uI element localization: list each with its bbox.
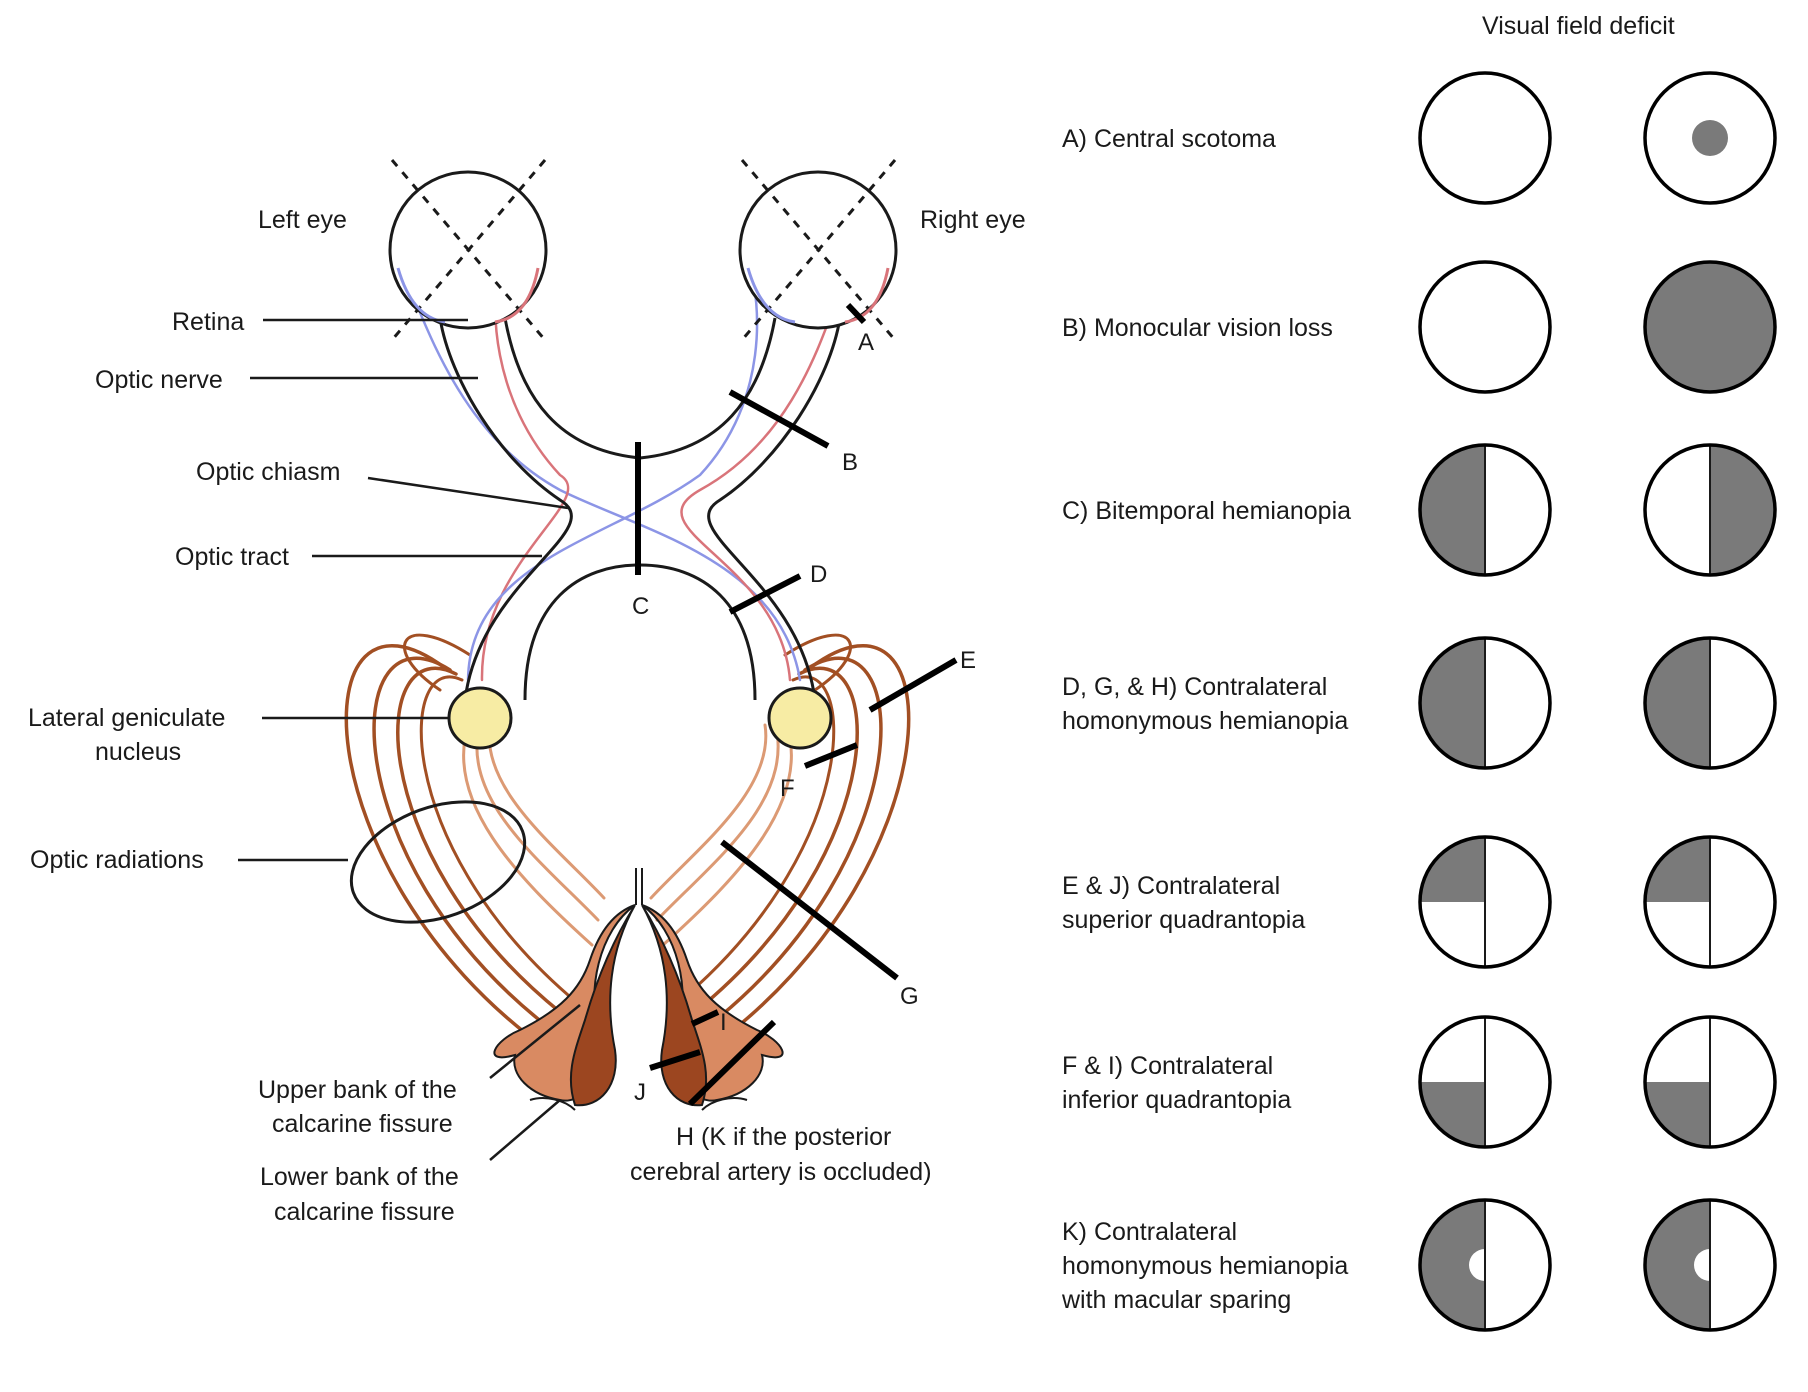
left-eye-field: [1418, 835, 1552, 969]
right-eye-field: [1643, 636, 1777, 770]
upper-bank-label-line1: Upper bank of the: [258, 1076, 457, 1104]
lesion-letter-c: C: [632, 593, 649, 620]
deficit-label: with macular sparing: [1061, 1286, 1291, 1314]
deficit-label: superior quadrantopia: [1062, 906, 1305, 934]
right-eye-field: [1643, 71, 1777, 205]
deficit-label: C) Bitemporal hemianopia: [1062, 497, 1351, 525]
deficit-label: homonymous hemianopia: [1062, 1252, 1348, 1280]
deficit-label: D, G, & H) Contralateral: [1062, 673, 1327, 701]
deficit-row: K) Contralateral homonymous hemianopia wit…: [1061, 1198, 1777, 1332]
deficit-rows: A) Central scotoma B) Monocular vision lo…: [1061, 71, 1777, 1332]
right-eye-field: [1643, 1015, 1777, 1149]
visual-field-header: Visual field deficit: [1482, 12, 1675, 40]
right-eye-field: [1643, 1198, 1777, 1332]
deficit-label: F & I) Contralateral: [1062, 1052, 1273, 1080]
deficit-label: A) Central scotoma: [1062, 125, 1276, 153]
anatomy-diagram: Left eye Right eye Retina Optic nerve Op…: [28, 159, 1026, 1226]
optic-tract-label: Optic tract: [175, 543, 289, 571]
leader-lines: [238, 318, 581, 1161]
left-eye-label: Left eye: [258, 206, 347, 234]
deficit-row: F & I) Contralateral inferior quadrantopi…: [1062, 1015, 1777, 1149]
left-eye-field: [1418, 443, 1552, 577]
right-lgn: [767, 686, 833, 750]
right-eye-field: [1643, 835, 1777, 969]
deficit-row: E & J) Contralateral superior quadrantopi…: [1062, 835, 1777, 969]
lesion-letter-f: F: [780, 775, 795, 802]
left-lgn: [447, 686, 513, 750]
h-note-line2: cerebral artery is occluded): [630, 1158, 932, 1186]
upper-bank-label-line2: calcarine fissure: [272, 1110, 453, 1138]
right-eye-label: Right eye: [920, 206, 1026, 234]
right-eye: [738, 159, 898, 341]
lower-bank-label-line2: calcarine fissure: [274, 1198, 455, 1226]
optic-radiations-label: Optic radiations: [30, 846, 204, 874]
lgn-label-line2: nucleus: [95, 738, 181, 766]
lesion-letter-g: G: [900, 983, 919, 1010]
right-eye-field: [1643, 443, 1777, 577]
lesion-letter-e: E: [960, 647, 976, 674]
deficit-row: B) Monocular vision loss: [1062, 260, 1777, 394]
occipital-cortex: [493, 868, 784, 1111]
optic-chiasm-label: Optic chiasm: [196, 458, 340, 486]
lesion-letter-j: J: [634, 1079, 646, 1106]
lesion-letter-i: I: [720, 1009, 727, 1036]
left-eye-field: [1418, 636, 1552, 770]
left-eye-field: [1418, 1015, 1552, 1149]
deficit-label: inferior quadrantopia: [1062, 1086, 1291, 1114]
deficit-label: B) Monocular vision loss: [1062, 314, 1333, 342]
left-eye-field: [1418, 260, 1552, 394]
optic-radiation-fibers: [344, 633, 911, 1050]
deficit-row: A) Central scotoma: [1062, 71, 1777, 205]
lower-bank-label-line1: Lower bank of the: [260, 1163, 459, 1191]
deficit-row: C) Bitemporal hemianopia: [1062, 443, 1777, 577]
right-eye-field: [1643, 260, 1777, 394]
deficit-label: homonymous hemianopia: [1062, 707, 1348, 735]
optic-nerve-label: Optic nerve: [95, 366, 223, 394]
left-eye-field: [1418, 71, 1552, 205]
lesion-bars: [635, 302, 958, 1107]
lesion-letter-b: B: [842, 449, 858, 476]
deficit-label: E & J) Contralateral: [1062, 872, 1280, 900]
lesion-letter-a: A: [858, 329, 874, 356]
left-eye: [388, 159, 548, 341]
optic-radiations-marker: [349, 800, 527, 924]
left-calcarine-lower-bank: [569, 904, 636, 1107]
retina-label: Retina: [172, 308, 244, 336]
deficit-label: K) Contralateral: [1062, 1218, 1237, 1246]
lesion-letter-d: D: [810, 561, 827, 588]
h-note-line1: H (K if the posterior: [676, 1123, 891, 1151]
lgn-label-line1: Lateral geniculate: [28, 704, 225, 732]
left-eye-field: [1418, 1198, 1552, 1332]
deficit-row: D, G, & H) Contralateral homonymous hemia…: [1062, 636, 1777, 770]
